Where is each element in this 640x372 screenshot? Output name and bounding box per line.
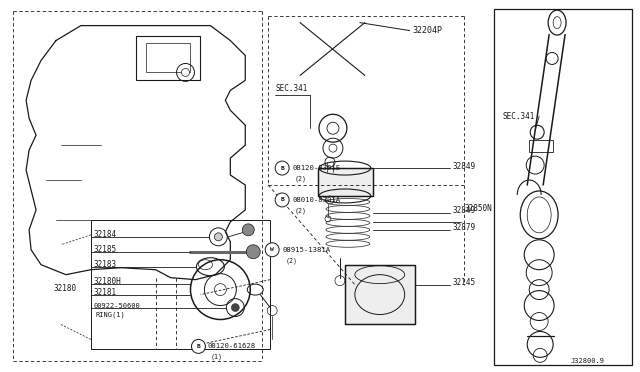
Text: RING(1): RING(1) <box>96 311 125 318</box>
Text: B: B <box>196 344 200 349</box>
Text: 32180H: 32180H <box>94 277 122 286</box>
Text: 32181: 32181 <box>94 288 117 297</box>
Text: (2): (2) <box>285 257 297 264</box>
Text: B: B <box>280 198 284 202</box>
Bar <box>91 220 270 349</box>
Bar <box>318 168 373 196</box>
Text: B: B <box>280 166 284 171</box>
Text: 32879: 32879 <box>452 223 476 232</box>
Bar <box>318 168 373 196</box>
Bar <box>345 265 415 324</box>
Text: 32145: 32145 <box>452 278 476 287</box>
Circle shape <box>275 161 289 175</box>
Bar <box>529 140 553 152</box>
Text: W: W <box>270 247 274 252</box>
Bar <box>345 265 415 324</box>
Text: 32849: 32849 <box>452 206 476 215</box>
Text: 32183: 32183 <box>94 260 117 269</box>
Circle shape <box>243 224 254 236</box>
Circle shape <box>265 243 279 257</box>
Circle shape <box>191 339 205 353</box>
Text: 32184: 32184 <box>94 230 117 239</box>
Text: 32185: 32185 <box>94 245 117 254</box>
Text: 32204P: 32204P <box>413 26 443 35</box>
Circle shape <box>246 245 260 259</box>
Bar <box>136 36 200 80</box>
Circle shape <box>182 68 189 76</box>
Text: J32800.9: J32800.9 <box>571 358 605 364</box>
Text: 08120-61628: 08120-61628 <box>207 343 255 349</box>
Text: 32850N: 32850N <box>465 205 492 214</box>
Circle shape <box>275 193 289 207</box>
Text: (1): (1) <box>211 353 223 360</box>
Text: 08010-8301A: 08010-8301A <box>292 197 340 203</box>
Text: (2): (2) <box>295 176 307 182</box>
Text: 08120-8301E: 08120-8301E <box>292 165 340 171</box>
Circle shape <box>214 233 222 241</box>
Text: 32849: 32849 <box>452 161 476 171</box>
Text: SEC.341: SEC.341 <box>275 84 308 93</box>
Text: (2): (2) <box>295 208 307 214</box>
Text: 00922-50600: 00922-50600 <box>94 302 141 308</box>
Bar <box>494 9 632 365</box>
Bar <box>146 42 191 73</box>
Text: SEC.341: SEC.341 <box>502 112 534 121</box>
Text: 32180: 32180 <box>53 284 76 293</box>
Text: 08915-1381A: 08915-1381A <box>282 247 330 253</box>
Circle shape <box>231 304 239 311</box>
